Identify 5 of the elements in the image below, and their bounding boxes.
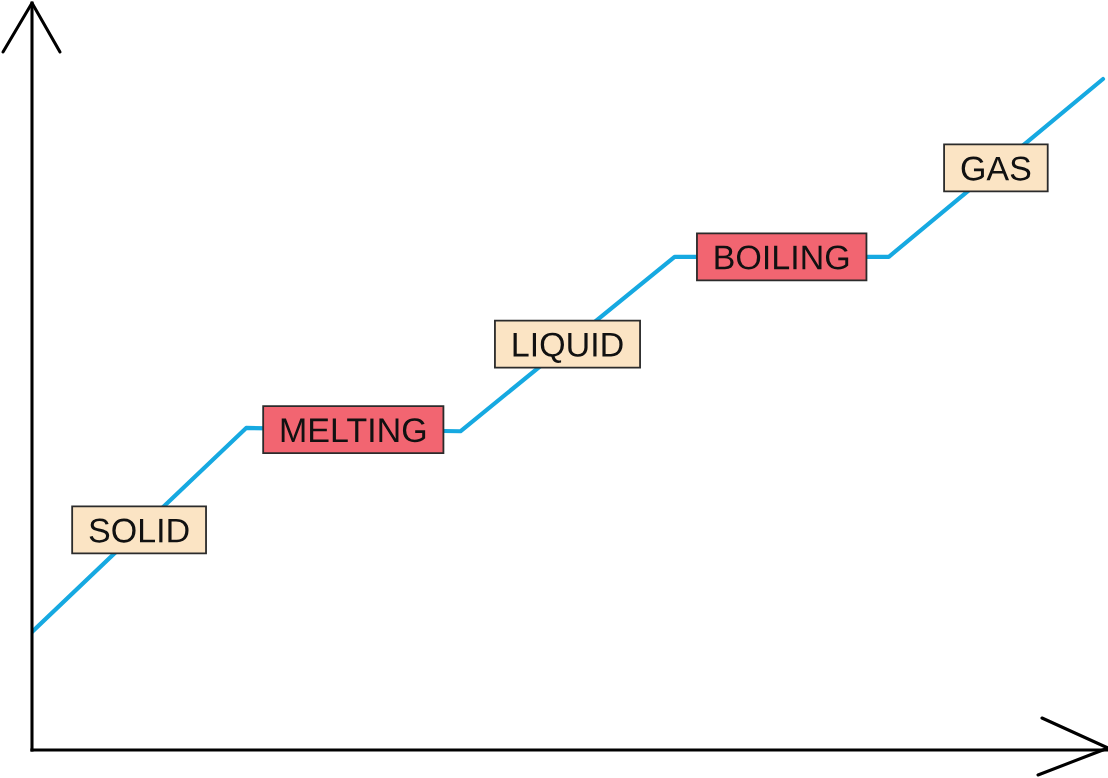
annotation: GAS: [961, 156, 1031, 181]
annotation: MELTING: [281, 418, 426, 443]
annotation: LIQUID: [513, 332, 623, 363]
annotation: BOILING: [715, 245, 849, 270]
annotation: SOLID: [89, 518, 189, 543]
